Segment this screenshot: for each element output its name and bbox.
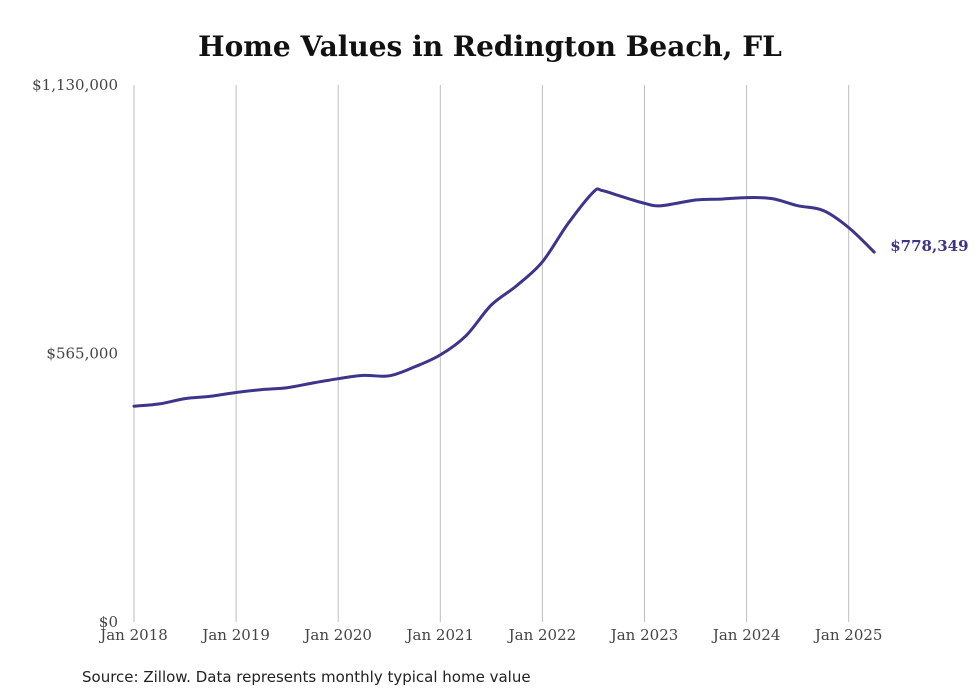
line-chart: $0$565,000$1,130,000 Jan 2018 Jan 2019 Jan…	[32, 76, 968, 644]
x-tick-label: Jan 2018	[98, 626, 168, 644]
x-tick-label: Jan 2024	[711, 626, 781, 644]
x-tick-label: Jan 2023	[609, 626, 679, 644]
gridlines	[133, 85, 850, 622]
x-tick-label: Jan 2020	[302, 626, 372, 644]
y-tick-label: $1,130,000	[32, 76, 118, 94]
y-axis-tick-labels: $0 $565,000 $1,130,000	[32, 76, 118, 631]
y-tick-label: $565,000	[46, 345, 118, 363]
x-tick-label: Jan 2022	[507, 626, 577, 644]
y-tick-label: $0	[99, 613, 118, 631]
end-value-label: $778,349	[890, 237, 968, 255]
source-note: Source: Zillow. Data represents monthly …	[82, 668, 531, 686]
x-axis-tick-labels: Jan 2018 Jan 2019 Jan 2020 Jan 2021 Jan 2022…	[98, 626, 882, 644]
x-tick-label: Jan 2019	[200, 626, 270, 644]
x-tick-label: Jan 2021	[405, 626, 475, 644]
x-tick-label: Jan 2025	[813, 626, 883, 644]
chart-title: Home Values in Redington Beach, FL	[198, 30, 782, 63]
series-line-home-value	[132, 187, 876, 408]
